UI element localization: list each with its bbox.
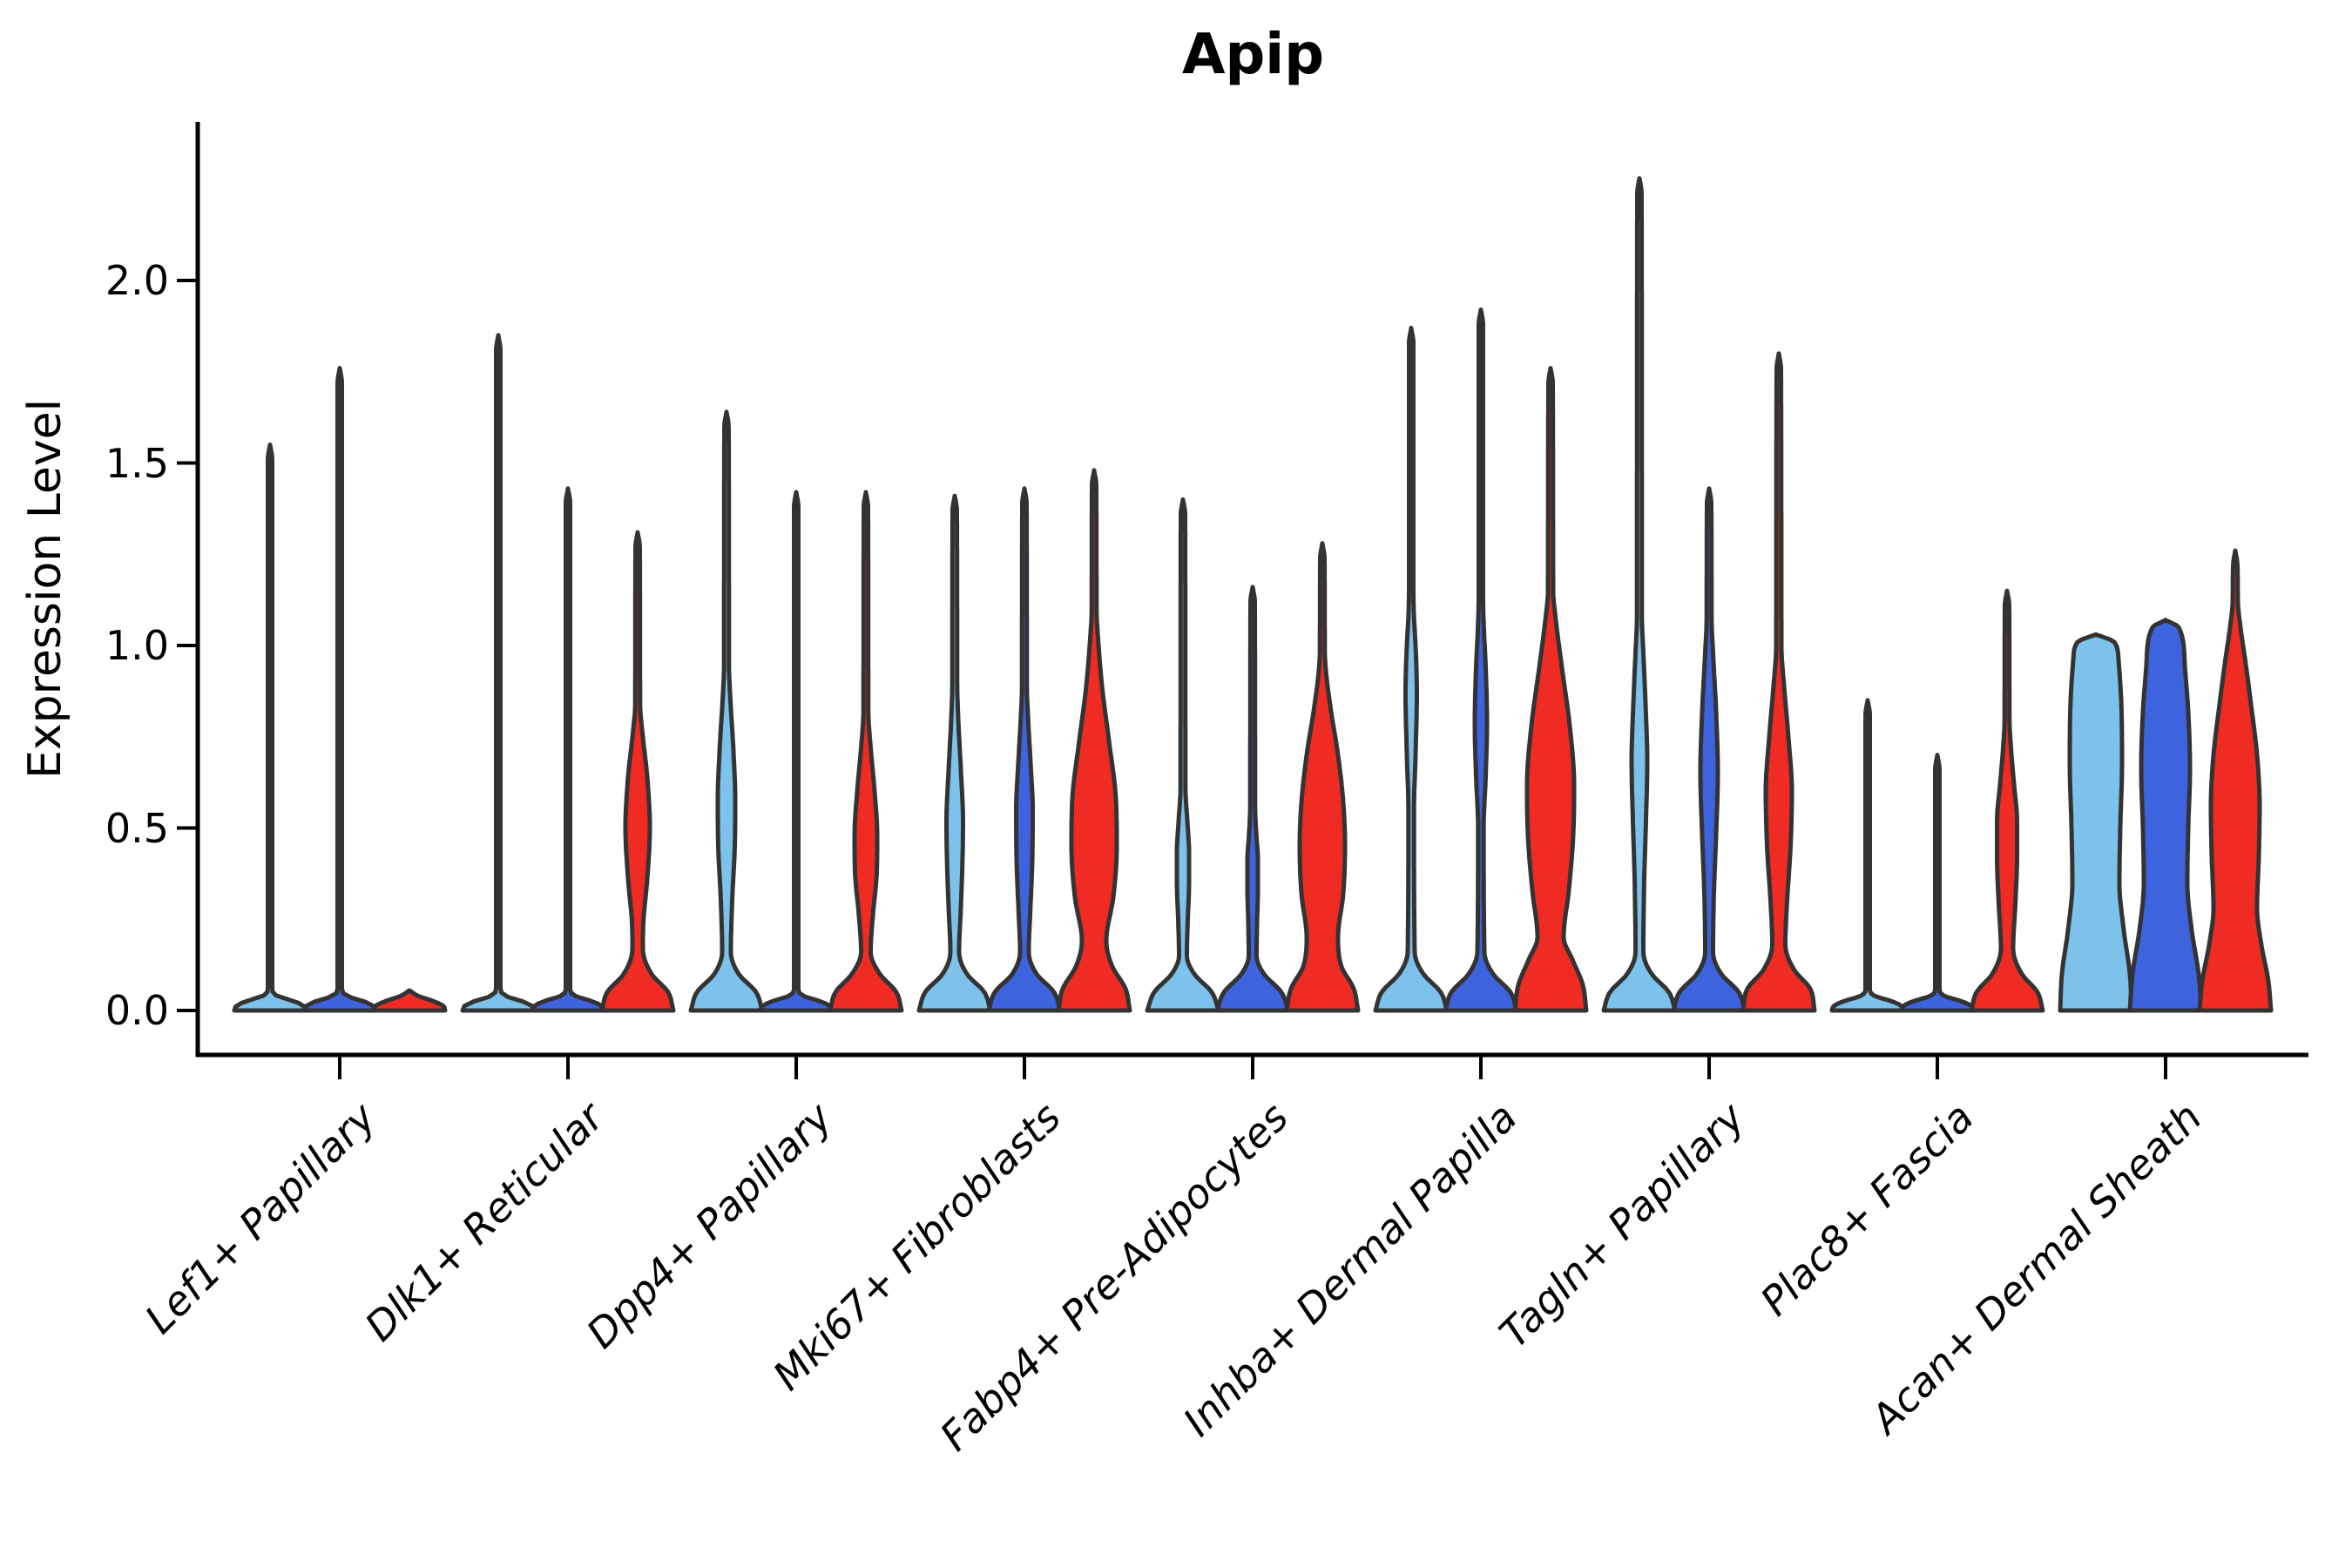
violin-blue-5 (1214, 585, 1291, 1013)
y-tick-label: 0.5 (105, 804, 169, 852)
violin-blue-6 (1443, 308, 1519, 1013)
y-tick-label: 1.0 (105, 622, 169, 669)
violin-red-4 (1056, 468, 1132, 1013)
violin-blue-7 (1671, 486, 1747, 1013)
y-tick-label: 0.0 (105, 987, 169, 1034)
violin-blue-2 (530, 486, 606, 1013)
violin-red-3 (828, 490, 904, 1013)
violin-skyblue-7 (1601, 176, 1678, 1013)
violin-blue-3 (758, 490, 835, 1013)
y-axis-label: Expression Level (19, 398, 71, 780)
violin-skyblue-6 (1373, 326, 1450, 1013)
violin-skyblue-4 (916, 493, 993, 1013)
violin-blue-9 (2127, 618, 2204, 1013)
violin-blue-4 (986, 486, 1063, 1013)
violin-red-1 (371, 988, 448, 1013)
y-tick-label: 1.5 (105, 439, 169, 487)
violin-red-2 (599, 530, 676, 1013)
violin-red-7 (1740, 351, 1817, 1013)
violin-skyblue-2 (460, 333, 537, 1013)
chart-title: Apip (1181, 23, 1325, 87)
violin-red-9 (2197, 548, 2274, 1013)
y-tick-label: 2.0 (105, 257, 169, 304)
violin-blue-8 (1899, 753, 1976, 1013)
violin-skyblue-3 (688, 409, 765, 1013)
violin-skyblue-9 (2058, 632, 2134, 1013)
violin-red-6 (1512, 366, 1589, 1013)
violin-blue-1 (301, 366, 378, 1013)
violin-red-5 (1284, 541, 1361, 1013)
violin-skyblue-1 (232, 443, 308, 1013)
violin-skyblue-5 (1145, 497, 1221, 1013)
violin-red-8 (1969, 588, 2045, 1013)
violin-skyblue-8 (1829, 698, 1906, 1013)
